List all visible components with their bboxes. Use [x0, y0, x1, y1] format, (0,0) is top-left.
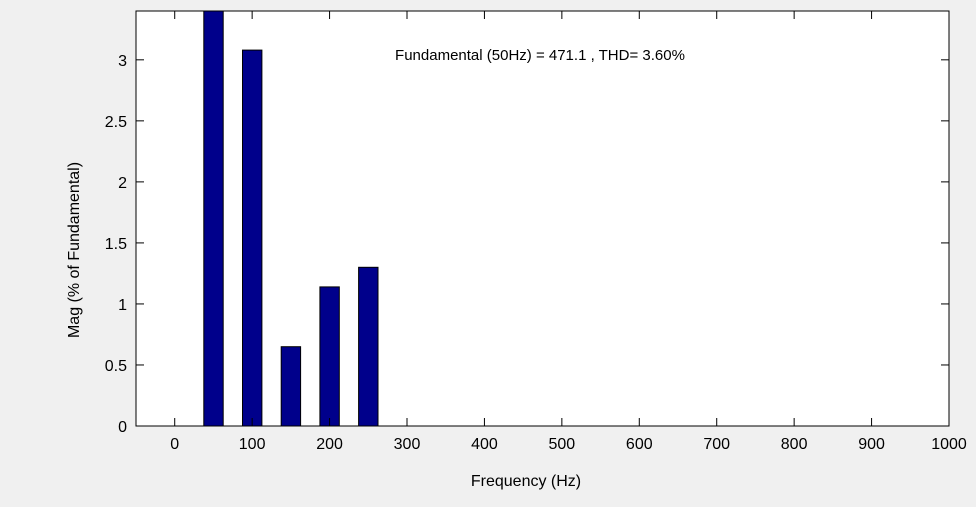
- x-tick-label: 300: [394, 436, 421, 453]
- x-tick-label: 900: [858, 436, 885, 453]
- y-tick-label: 2.5: [105, 114, 127, 131]
- y-tick-label: 3: [118, 53, 127, 70]
- y-tick-label: 0: [118, 419, 127, 436]
- plot-frame: [135, 10, 950, 427]
- y-axis-label: Mag (% of Fundamental): [66, 162, 83, 338]
- x-axis-label: Frequency (Hz): [471, 473, 581, 490]
- bar-50hz: [203, 10, 224, 427]
- x-tick-label: 1000: [931, 436, 967, 453]
- bar-200hz: [319, 286, 340, 427]
- x-tick-label: 700: [703, 436, 730, 453]
- bar-150hz: [280, 346, 302, 427]
- x-tick-label: 100: [239, 436, 266, 453]
- bar-100hz: [242, 49, 263, 427]
- y-tick-label: 1.5: [105, 236, 127, 253]
- y-tick-label: 1: [118, 297, 127, 314]
- x-tick-label: 800: [781, 436, 808, 453]
- y-tick-label: 0.5: [105, 358, 127, 375]
- x-tick-label: 500: [549, 436, 576, 453]
- bar-250hz: [358, 266, 379, 427]
- x-tick-label: 400: [471, 436, 498, 453]
- tick-labels-layer: 0 100 200 300 400 500 600 700 800 900 1000 0 0.5 1 1.5…: [105, 53, 967, 453]
- x-tick-label: 200: [316, 436, 343, 453]
- x-tick-label: 0: [170, 436, 179, 453]
- x-tick-label: 600: [626, 436, 653, 453]
- plot-area: [136, 11, 949, 426]
- chart-title: Fundamental (50Hz) = 471.1 , THD= 3.60%: [395, 47, 685, 64]
- y-tick-label: 2: [118, 175, 127, 192]
- bars-layer: [203, 10, 379, 427]
